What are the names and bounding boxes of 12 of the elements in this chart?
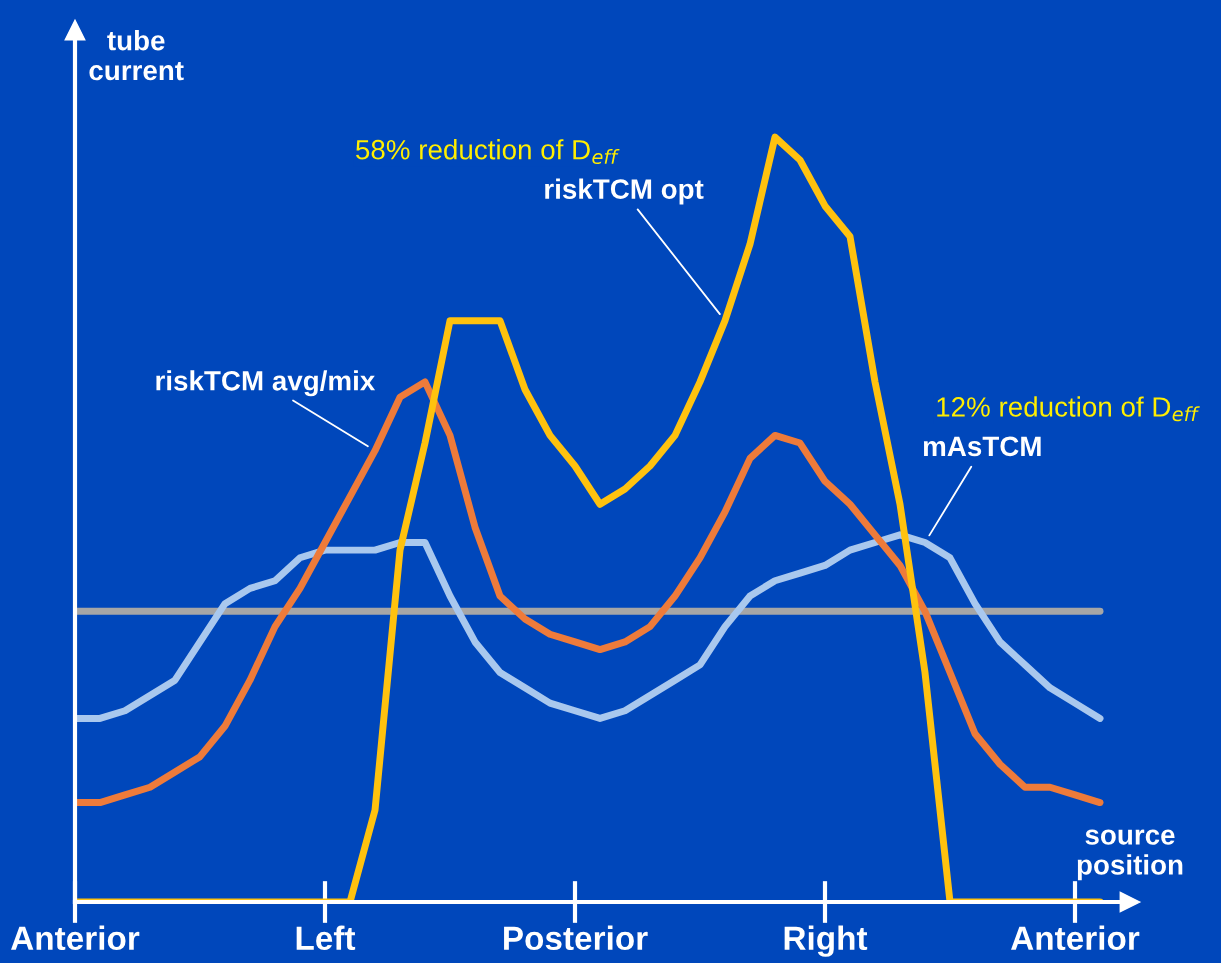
text: mAsTCM: [923, 436, 1041, 457]
x-axis-title: source position: [1077, 829, 1183, 881]
annotation: 58% reduction of D$_{eff}$: [356, 139, 620, 165]
x-tick-label: Anterior: [11, 925, 140, 951]
x-tick-label: Posterior: [504, 925, 648, 951]
x-tick-label: Anterior: [1011, 925, 1140, 951]
annotation: 12% reduction of D$_{eff}$: [937, 396, 1200, 422]
x-tick-label: Left: [296, 925, 356, 951]
x-tick-label: Right: [784, 925, 868, 957]
y-axis-title: tube current: [89, 30, 184, 81]
series-label: riskTCM opt: [545, 178, 704, 205]
series-label: riskTCM avg/mix: [156, 370, 376, 397]
